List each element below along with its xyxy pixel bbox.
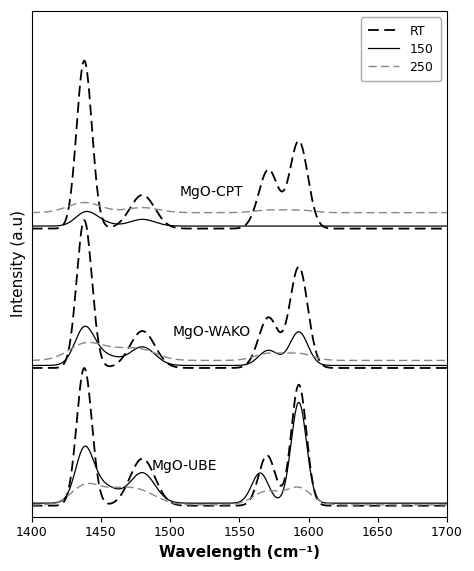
Y-axis label: Intensity (a.u): Intensity (a.u) xyxy=(11,210,26,317)
Text: MgO-WAKO: MgO-WAKO xyxy=(173,324,251,339)
Text: MgO-UBE: MgO-UBE xyxy=(151,459,217,473)
Text: MgO-CPT: MgO-CPT xyxy=(180,185,244,199)
Legend: RT, 150, 250: RT, 150, 250 xyxy=(361,17,441,81)
X-axis label: Wavelength (cm⁻¹): Wavelength (cm⁻¹) xyxy=(159,545,320,560)
